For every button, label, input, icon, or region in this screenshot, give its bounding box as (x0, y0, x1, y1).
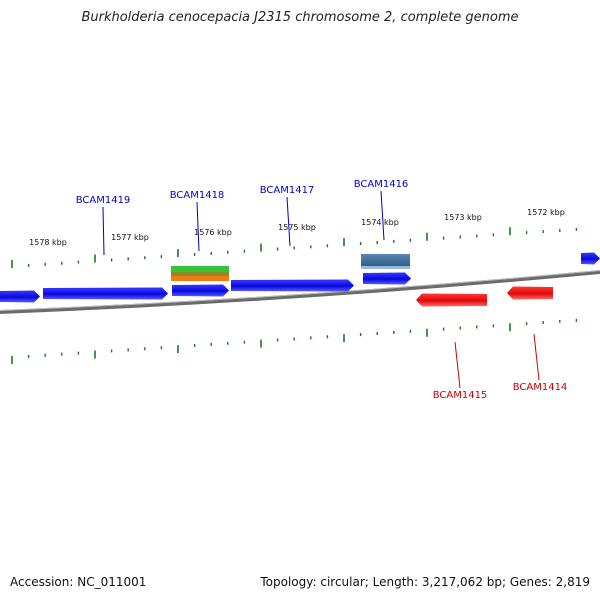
gene-leader-line (196, 201, 200, 252)
scale-labels: 1578 kbp 1577 kbp 1576 kbp 1575 kbp 1574 kbp… (29, 208, 565, 247)
gene-label: BCAM1414 (513, 382, 568, 393)
rna-feature-bar (171, 266, 229, 272)
forward-gene-arrow (172, 284, 229, 297)
reverse-gene-arrow (416, 293, 487, 307)
gene-leader-line (533, 333, 540, 381)
region-feature-bar (361, 254, 410, 266)
feature-divider (171, 272, 229, 276)
reverse-gene-arrow (507, 286, 553, 300)
scale-label: 1577 kbp (111, 233, 149, 242)
gene-leader-line (286, 196, 291, 247)
accession-text: Accession: NC_011001 (10, 575, 147, 589)
gene-features (0, 252, 600, 307)
region-feature-highlight (361, 266, 410, 269)
forward-gene-arrow (0, 290, 40, 303)
scale-label: 1576 kbp (194, 228, 232, 237)
backbone-highlight (0, 270, 600, 311)
gene-label: BCAM1416 (354, 179, 409, 190)
scale-label: 1578 kbp (29, 238, 67, 247)
scale-label: 1574 kbp (361, 218, 399, 227)
map-title: Burkholderia cenocepacia J2315 chromosom… (81, 10, 519, 25)
scale-label: 1572 kbp (527, 208, 565, 217)
genome-stats-text: Topology: circular; Length: 3,217,062 bp… (260, 575, 590, 589)
forward-gene-arrow (43, 287, 168, 300)
gene-label: BCAM1418 (170, 190, 225, 201)
forward-gene-arrow (231, 279, 354, 292)
scale-ticks (11, 227, 578, 364)
forward-gene-arrow (581, 252, 600, 265)
gene-label: BCAM1415 (433, 390, 488, 401)
gene-label: BCAM1417 (260, 185, 315, 196)
gene-leader-line (380, 190, 385, 241)
gene-labels: BCAM1419 BCAM1418 BCAM1417 BCAM1416 BCAM1415… (76, 179, 568, 401)
misc-feature-bar (171, 276, 229, 281)
scale-label: 1575 kbp (278, 223, 316, 232)
gene-leader-line (102, 206, 105, 256)
gene-label: BCAM1419 (76, 195, 131, 206)
forward-gene-arrow (363, 272, 411, 285)
gene-leader-line (454, 341, 461, 389)
chromosome-backbone (0, 270, 600, 314)
scale-label: 1573 kbp (444, 213, 482, 222)
backbone-line (0, 270, 600, 314)
